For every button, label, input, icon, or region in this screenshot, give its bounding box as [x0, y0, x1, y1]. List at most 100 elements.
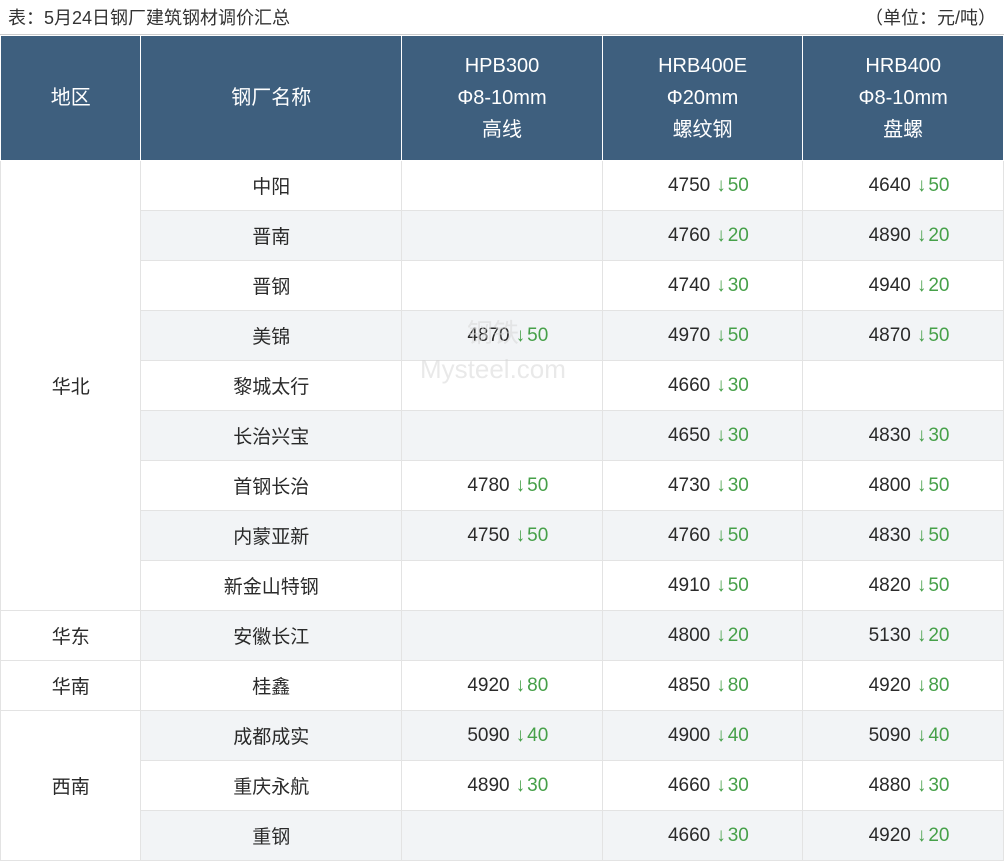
price-value: 4800: [857, 475, 911, 497]
price-delta: 80: [928, 675, 949, 697]
down-arrow-icon: ↓: [516, 325, 526, 347]
price-cell: 4650↓30: [602, 411, 803, 461]
price-delta: 40: [527, 725, 548, 747]
down-arrow-icon: ↓: [917, 575, 927, 597]
table-body: 华北中阳4750↓504640↓50晋南4760↓204890↓20晋钢4740…: [1, 161, 1004, 861]
price-delta: 80: [527, 675, 548, 697]
price-value: 4900: [656, 725, 710, 747]
price-cell: 4890↓20: [803, 211, 1004, 261]
down-arrow-icon: ↓: [716, 475, 726, 497]
price-cell: 4880↓30: [803, 761, 1004, 811]
region-cell: 西南: [1, 711, 141, 861]
table-row: 黎城太行 4660↓30: [1, 361, 1004, 411]
price-value: 4760: [656, 525, 710, 547]
price-cell: 4940↓20: [803, 261, 1004, 311]
price-value: 4660: [656, 775, 710, 797]
price-delta: 40: [928, 725, 949, 747]
down-arrow-icon: ↓: [716, 725, 726, 747]
down-arrow-icon: ↓: [716, 325, 726, 347]
table-row: 西南成都成实5090↓404900↓405090↓40: [1, 711, 1004, 761]
price-delta: 20: [728, 225, 749, 247]
price-cell: 4800↓20: [602, 611, 803, 661]
price-delta: 50: [928, 525, 949, 547]
price-value: 4660: [656, 825, 710, 847]
price-delta: 50: [527, 475, 548, 497]
price-value: 4910: [656, 575, 710, 597]
factory-name-cell: 晋南: [141, 211, 402, 261]
factory-name-cell: 重钢: [141, 811, 402, 861]
header-col-2: HPB300Φ8-10mm高线: [402, 36, 603, 161]
price-delta: 30: [928, 425, 949, 447]
header-col-3: HRB400EΦ20mm螺纹钢: [602, 36, 803, 161]
down-arrow-icon: ↓: [917, 675, 927, 697]
header-col-1: 钢厂名称: [141, 36, 402, 161]
price-cell: [402, 211, 603, 261]
price-value: 5090: [857, 725, 911, 747]
price-value: 4750: [656, 175, 710, 197]
price-cell: 4910↓50: [602, 561, 803, 611]
price-delta: 50: [928, 175, 949, 197]
price-delta: 30: [928, 775, 949, 797]
price-cell: 4820↓50: [803, 561, 1004, 611]
price-value: 4660: [656, 375, 710, 397]
table-row: 重庆永航4890↓304660↓304880↓30: [1, 761, 1004, 811]
down-arrow-icon: ↓: [917, 225, 927, 247]
table-row: 华南桂鑫4920↓804850↓804920↓80: [1, 661, 1004, 711]
factory-name-cell: 美锦: [141, 311, 402, 361]
region-cell: 华南: [1, 661, 141, 711]
down-arrow-icon: ↓: [917, 475, 927, 497]
price-delta: 20: [928, 275, 949, 297]
factory-name-cell: 成都成实: [141, 711, 402, 761]
price-value: 4920: [857, 675, 911, 697]
price-value: 4800: [656, 625, 710, 647]
price-cell: 4660↓30: [602, 361, 803, 411]
price-delta: 50: [527, 325, 548, 347]
price-value: 4650: [656, 425, 710, 447]
down-arrow-icon: ↓: [716, 525, 726, 547]
price-cell: 4740↓30: [602, 261, 803, 311]
price-delta: 30: [728, 375, 749, 397]
table-title-bar: 表：5月24日钢厂建筑钢材调价汇总 （单位：元/吨）: [0, 0, 1004, 35]
table-title-right: （单位：元/吨）: [865, 4, 996, 30]
factory-name-cell: 桂鑫: [141, 661, 402, 711]
price-delta: 50: [728, 525, 749, 547]
factory-name-cell: 长治兴宝: [141, 411, 402, 461]
factory-name-cell: 黎城太行: [141, 361, 402, 411]
price-cell: 5130↓20: [803, 611, 1004, 661]
price-delta: 50: [928, 475, 949, 497]
down-arrow-icon: ↓: [917, 725, 927, 747]
down-arrow-icon: ↓: [716, 175, 726, 197]
factory-name-cell: 晋钢: [141, 261, 402, 311]
down-arrow-icon: ↓: [917, 775, 927, 797]
table-row: 首钢长治4780↓504730↓304800↓50: [1, 461, 1004, 511]
down-arrow-icon: ↓: [516, 725, 526, 747]
table-wrap: 钢铁 Mysteel.com 地区钢厂名称HPB300Φ8-10mm高线HRB4…: [0, 35, 1004, 861]
price-cell: [402, 611, 603, 661]
price-delta: 50: [527, 525, 548, 547]
price-cell: [402, 261, 603, 311]
down-arrow-icon: ↓: [516, 525, 526, 547]
table-header-row: 地区钢厂名称HPB300Φ8-10mm高线HRB400EΦ20mm螺纹钢HRB4…: [1, 36, 1004, 161]
down-arrow-icon: ↓: [917, 175, 927, 197]
table-row: 华东安徽长江4800↓205130↓20: [1, 611, 1004, 661]
down-arrow-icon: ↓: [716, 275, 726, 297]
table-title-left: 表：5月24日钢厂建筑钢材调价汇总: [8, 4, 290, 30]
price-delta: 80: [728, 675, 749, 697]
steel-price-table-container: 表：5月24日钢厂建筑钢材调价汇总 （单位：元/吨） 钢铁 Mysteel.co…: [0, 0, 1004, 861]
price-value: 4780: [456, 475, 510, 497]
price-delta: 50: [928, 325, 949, 347]
down-arrow-icon: ↓: [716, 625, 726, 647]
down-arrow-icon: ↓: [917, 525, 927, 547]
price-cell: 4830↓30: [803, 411, 1004, 461]
price-cell: [402, 561, 603, 611]
region-cell: 华北: [1, 161, 141, 611]
factory-name-cell: 内蒙亚新: [141, 511, 402, 561]
price-value: 4830: [857, 425, 911, 447]
down-arrow-icon: ↓: [516, 775, 526, 797]
price-cell: 4800 ↓50: [803, 461, 1004, 511]
price-value: 4870: [857, 325, 911, 347]
price-cell: 4920 ↓80: [803, 661, 1004, 711]
down-arrow-icon: ↓: [917, 625, 927, 647]
price-value: 4890: [857, 225, 911, 247]
table-row: 长治兴宝 4650↓304830↓30: [1, 411, 1004, 461]
